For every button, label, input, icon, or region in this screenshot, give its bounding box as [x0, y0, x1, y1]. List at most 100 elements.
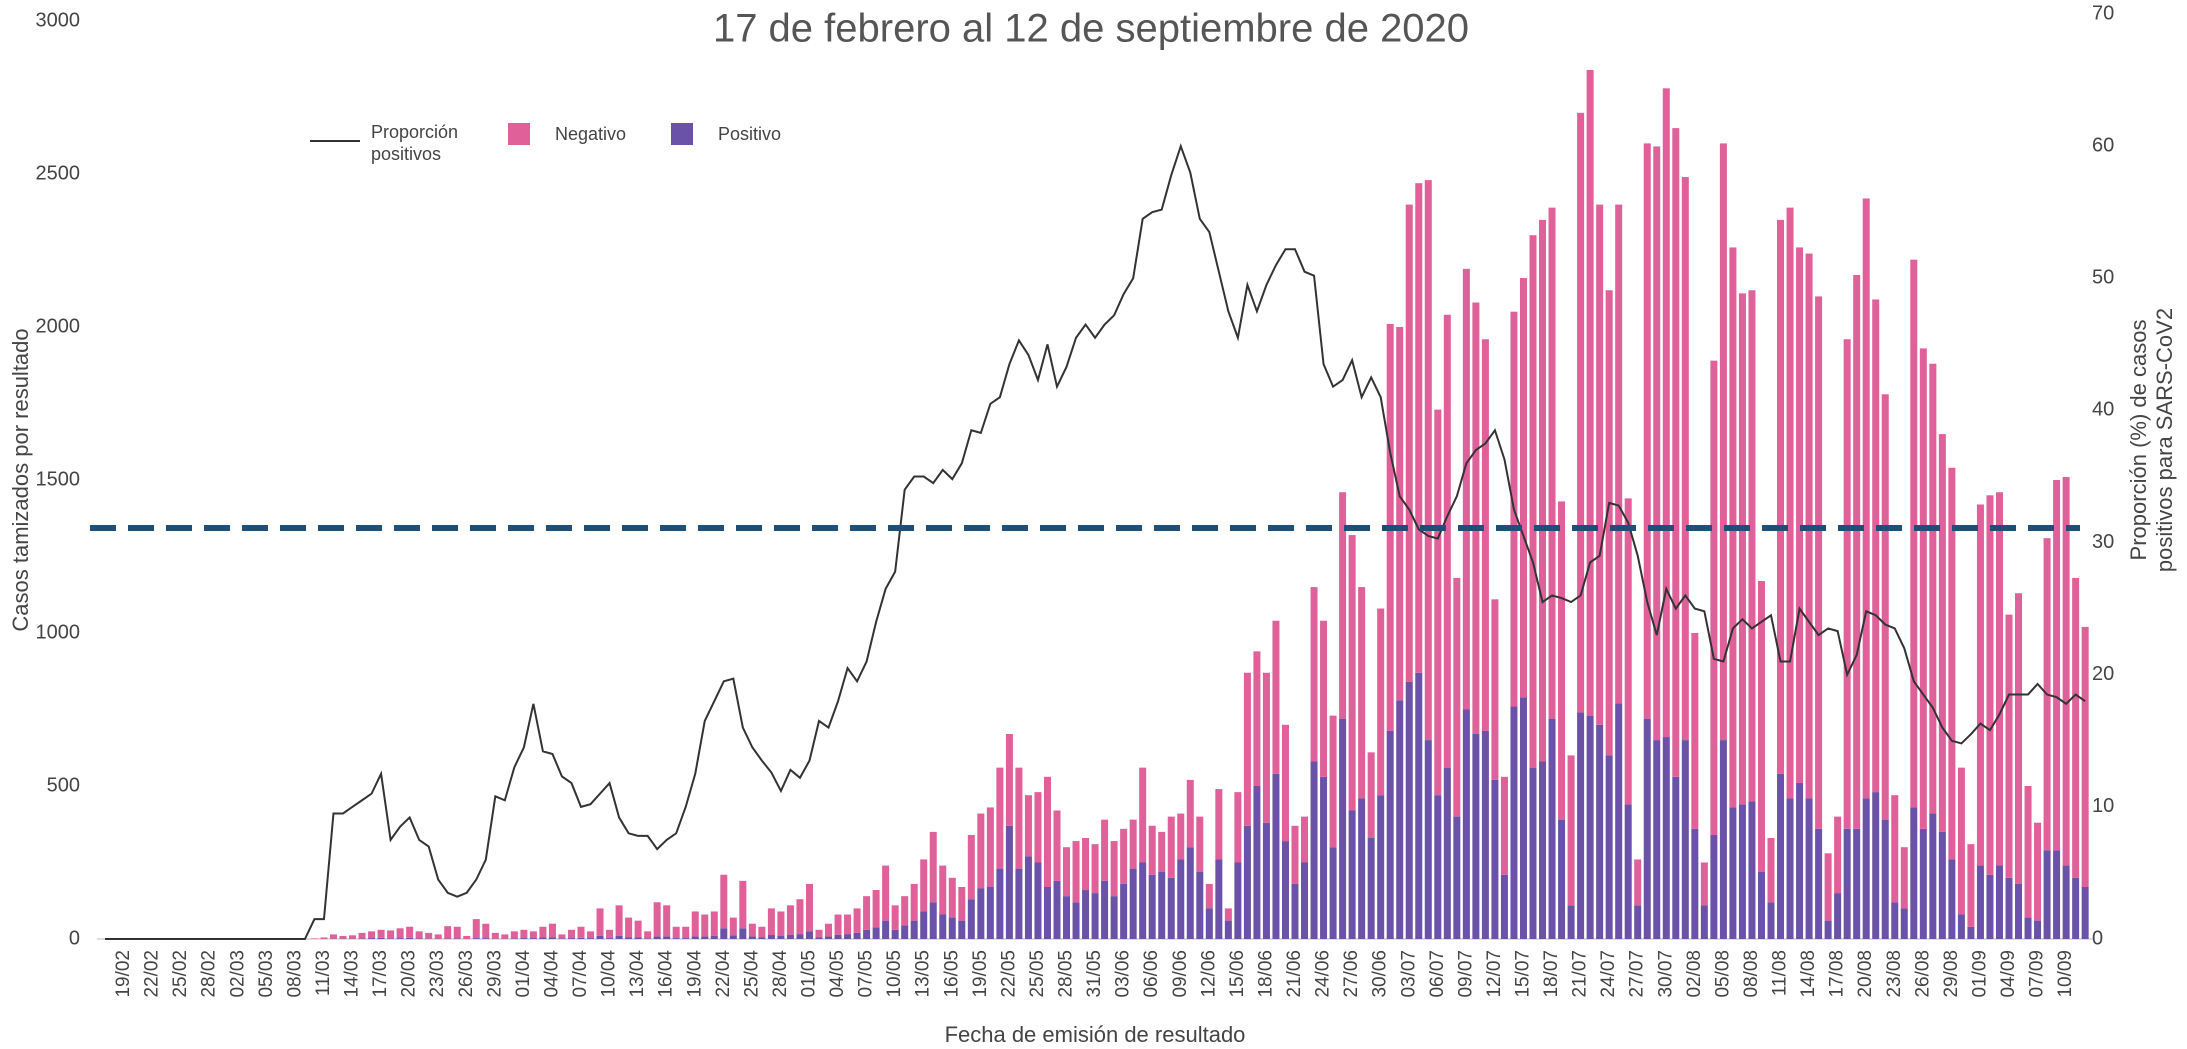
bar: [2034, 920, 2042, 939]
bar: [815, 937, 823, 939]
bar: [672, 938, 680, 939]
bar: [996, 868, 1004, 939]
bar: [1596, 204, 1604, 725]
bar: [2072, 877, 2080, 939]
x-tick-label: 30/07: [1655, 950, 1676, 998]
bar: [406, 937, 414, 939]
bar: [967, 834, 975, 900]
bar: [1024, 795, 1032, 857]
y-tick-label: 1500: [36, 468, 81, 490]
x-tick-label: 21/06: [1284, 950, 1305, 998]
bar: [444, 926, 452, 939]
bar: [1767, 902, 1775, 939]
bar: [548, 923, 556, 938]
x-tick-label: 20/03: [399, 950, 420, 998]
bar: [1662, 88, 1670, 738]
x-tick-label: 25/02: [170, 950, 191, 998]
bar: [691, 936, 699, 939]
y-axis-label: Casos tamizados por resultado: [8, 328, 33, 631]
bar: [882, 920, 890, 939]
y-tick-label: 2000: [36, 315, 81, 337]
bar: [1396, 700, 1404, 939]
x-tick-label: 05/08: [1712, 950, 1733, 998]
bar: [1853, 274, 1861, 829]
bar: [1091, 893, 1099, 939]
x-tick-label: 09/07: [1455, 950, 1476, 998]
bar: [1243, 672, 1251, 826]
bar: [1148, 874, 1156, 939]
x-tick-label: 23/08: [1884, 950, 1905, 998]
bar: [1158, 831, 1166, 872]
bar: [796, 934, 804, 939]
bar: [2005, 614, 2013, 878]
bar: [1139, 767, 1147, 863]
bar: [1919, 828, 1927, 939]
bar: [1063, 896, 1071, 939]
bar: [1929, 363, 1937, 814]
bar: [368, 938, 376, 939]
bar: [1900, 908, 1908, 939]
bar: [1738, 293, 1746, 805]
bar: [1738, 804, 1746, 939]
bar: [967, 899, 975, 939]
bar: [482, 923, 490, 939]
x-tick-label: 12/06: [1198, 950, 1219, 998]
bar: [587, 931, 595, 939]
bar: [606, 938, 614, 939]
bar: [1415, 183, 1423, 673]
bar: [501, 934, 509, 939]
y2-axis-label: Proporción (%) de casos: [2126, 320, 2151, 561]
bar: [320, 937, 328, 939]
bar: [1976, 865, 1984, 939]
bar: [1967, 844, 1975, 927]
bar: [1757, 580, 1765, 872]
bar: [1186, 779, 1194, 848]
bar: [958, 920, 966, 939]
bar: [1472, 733, 1480, 939]
bar: [1834, 816, 1842, 894]
bar: [720, 874, 728, 929]
bar: [1653, 146, 1661, 741]
bar: [1948, 467, 1956, 860]
bar: [1262, 672, 1270, 823]
bar: [1072, 841, 1080, 903]
bar: [1072, 902, 1080, 939]
bar: [567, 938, 575, 939]
legend-swatch: [508, 123, 530, 145]
bar: [539, 937, 547, 939]
bar: [463, 935, 471, 939]
bar: [901, 896, 909, 926]
bar: [1415, 672, 1423, 939]
x-tick-label: 21/07: [1570, 950, 1591, 998]
bar: [1653, 740, 1661, 939]
x-tick-label: 06/06: [1141, 950, 1162, 998]
bar: [1662, 737, 1670, 939]
bar: [1700, 862, 1708, 906]
bar: [472, 919, 480, 939]
bar: [1672, 776, 1680, 939]
x-tick-label: 11/08: [1770, 950, 1791, 996]
bar: [1091, 844, 1099, 894]
x-tick-label: 01/05: [798, 950, 819, 998]
x-tick-label: 05/03: [256, 950, 277, 998]
bar: [1262, 822, 1270, 939]
bar: [825, 936, 833, 939]
bar: [1434, 795, 1442, 939]
x-tick-label: 25/05: [1027, 950, 1048, 998]
bar: [1681, 177, 1689, 741]
bar: [1691, 828, 1699, 939]
bar: [1624, 498, 1632, 805]
bar: [748, 923, 756, 937]
bar: [691, 911, 699, 937]
bar: [729, 935, 737, 939]
bar: [596, 908, 604, 936]
bar: [1043, 776, 1051, 887]
bar: [758, 937, 766, 939]
bar: [634, 920, 642, 938]
x-tick-label: 19/04: [684, 950, 705, 998]
bar: [1519, 278, 1527, 698]
x-tick-label: 02/03: [227, 950, 248, 998]
bar: [986, 886, 994, 939]
bar: [1339, 492, 1347, 719]
bar: [1443, 767, 1451, 939]
